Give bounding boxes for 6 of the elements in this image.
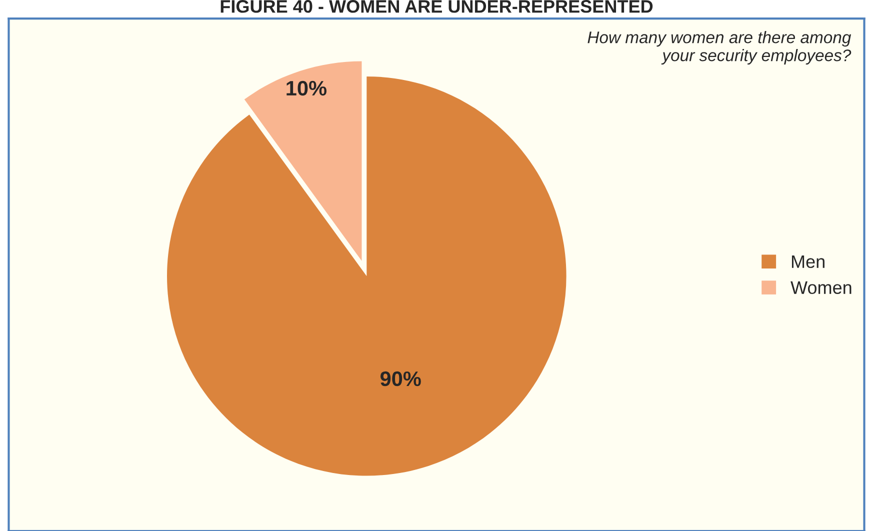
legend-label: Women [790, 281, 852, 294]
text: How many women are there among your security employees? [588, 31, 852, 65]
legend-label: Men [792, 255, 824, 268]
data-label: 90% [380, 371, 421, 386]
chart-title: FIGURE 40 - WOMEN ARE UNDER-REPRESENTED [220, 0, 653, 13]
data-label: 10% [286, 80, 326, 96]
